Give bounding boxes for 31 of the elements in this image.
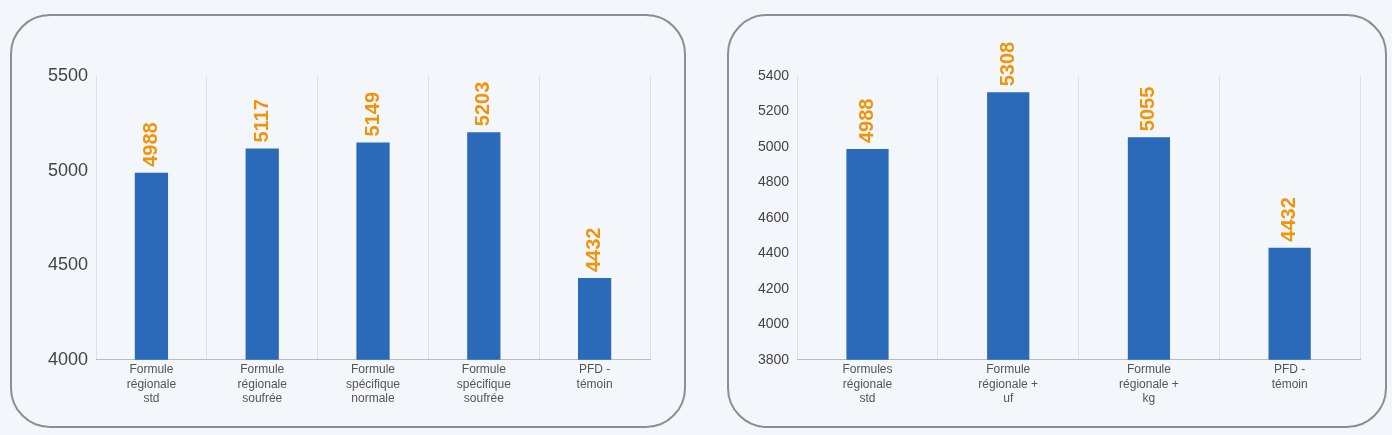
y-tick-label: 4500: [48, 254, 89, 275]
x-tick-label: Formule régionale std: [126, 362, 177, 406]
x-tick-label: Formule spécifique soufrée: [456, 362, 512, 406]
y-tick-label: 5000: [757, 137, 790, 154]
y-tick-label: 4000: [48, 348, 89, 369]
y-tick-label: 3800: [757, 350, 790, 367]
data-label: 5149: [360, 91, 383, 137]
y-tick-label: 5500: [48, 64, 89, 85]
x-tick-label: PFD - témoin: [1271, 362, 1308, 391]
y-tick-label: 4600: [757, 208, 790, 225]
y-tick-label: 5000: [48, 159, 89, 180]
data-label: 4988: [855, 98, 878, 144]
x-tick-label: Formules régionale std: [842, 362, 893, 406]
data-label: 5308: [995, 41, 1018, 87]
x-tick-label: Formule régionale soufrée: [237, 362, 288, 406]
y-tick-label: 4800: [757, 173, 790, 190]
y-tick-label: 4000: [757, 315, 790, 332]
x-tick-label: Formule régionale + uf: [978, 362, 1039, 406]
data-label: 5055: [1136, 86, 1159, 132]
x-tick-label: Formule régionale + kg: [1119, 362, 1179, 406]
y-tick-label: 4200: [757, 279, 790, 296]
data-label: 4988: [138, 122, 161, 167]
y-tick-label: 4400: [757, 244, 790, 261]
x-tick-label: Formule spécifique normale: [346, 362, 401, 406]
data-label: 5117: [249, 99, 272, 143]
y-tick-label: 5200: [757, 102, 790, 119]
y-tick-label: 5400: [757, 66, 790, 83]
data-label: 4432: [1277, 197, 1300, 242]
data-label: 5203: [471, 81, 494, 127]
data-label: 4432: [582, 227, 605, 273]
x-tick-label: PFD - témoin: [576, 362, 613, 391]
